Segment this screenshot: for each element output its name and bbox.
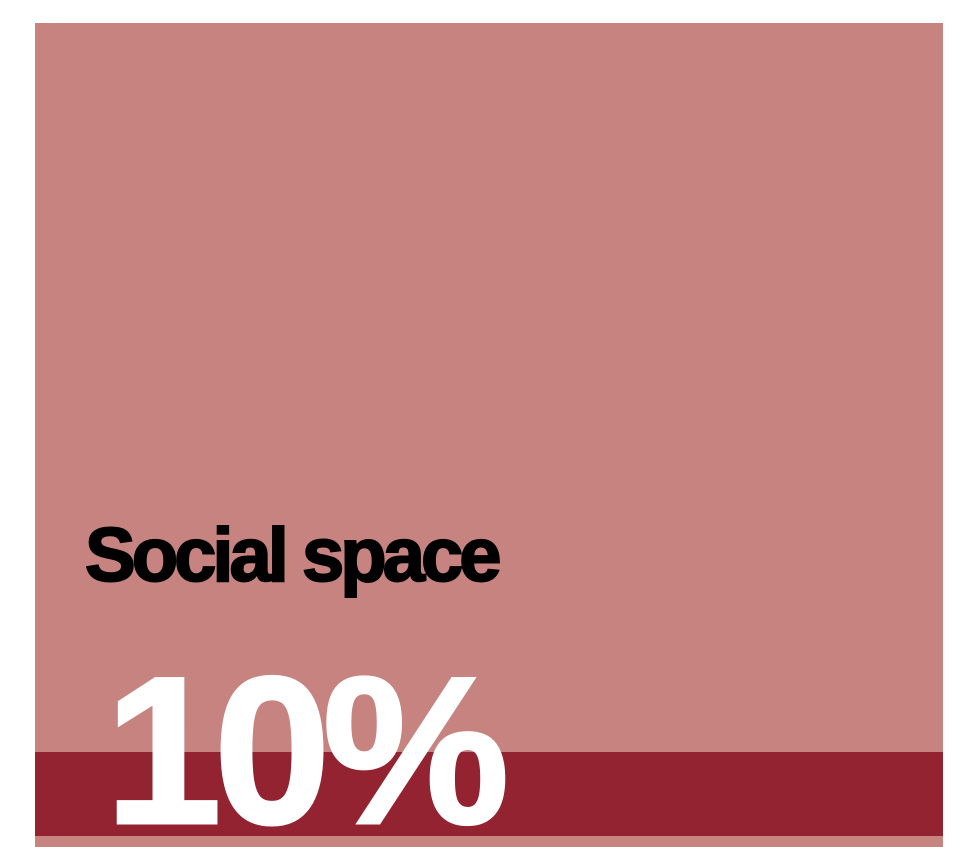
stat-label: Social space: [84, 513, 502, 598]
stat-card: Social space 10%: [35, 23, 943, 847]
accent-band: [35, 752, 943, 836]
stat-value: 10%: [103, 633, 510, 847]
